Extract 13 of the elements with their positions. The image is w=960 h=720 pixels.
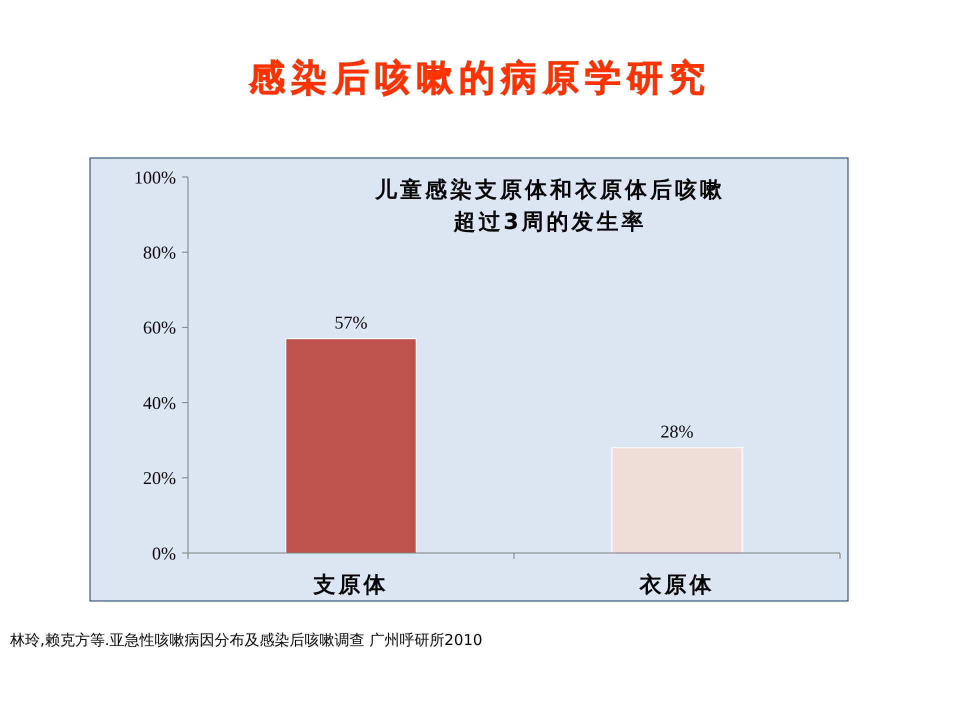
text: 林玲,赖克方等.亚急性咳嗽病因分布及感染后咳嗽调查 广州呼研所2010: [9, 631, 482, 649]
x-tick-label: 衣原体: [638, 572, 714, 598]
y-tick-label: 0%: [152, 543, 176, 564]
text: 儿童感染支原体和衣原体后咳嗽超过3周的发生率: [374, 177, 725, 235]
y-tick-label: 100%: [134, 167, 176, 188]
data-label: 57%: [334, 312, 368, 333]
y-tick-label: 20%: [143, 468, 176, 488]
x-tick-label: 支原体: [312, 573, 388, 598]
y-tick-label: 80%: [143, 242, 176, 262]
data-label: 28%: [660, 422, 694, 442]
chart-title: 感染后咳嗽的病原学研究: [248, 58, 711, 99]
y-tick-label: 60%: [143, 318, 176, 338]
y-tick-label: 40%: [143, 392, 176, 413]
